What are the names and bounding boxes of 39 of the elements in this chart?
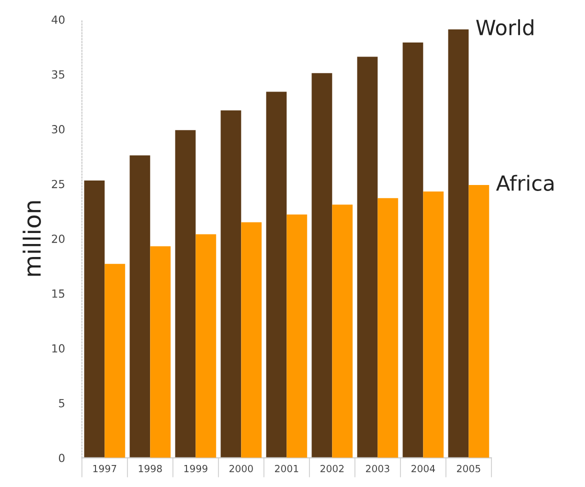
y-tick-label: 5 — [59, 399, 64, 408]
y-tick-label: 30 — [52, 125, 64, 134]
x-tick-label: 1999 — [184, 464, 208, 472]
x-tick-label: 2001 — [274, 464, 298, 472]
x-tick-label: 2003 — [366, 464, 390, 472]
x-tick-label: 2005 — [456, 464, 480, 472]
x-tick-label: 1997 — [93, 464, 116, 472]
y-tick-label: 40 — [52, 15, 64, 24]
y-tick-label: 10 — [52, 344, 64, 353]
series-label: World — [476, 19, 534, 36]
bar — [332, 204, 353, 458]
bar — [286, 214, 308, 458]
bar — [378, 198, 398, 458]
bar — [241, 222, 262, 458]
y-tick-label: 35 — [52, 70, 64, 79]
bar — [266, 92, 287, 458]
bar — [130, 155, 150, 458]
series-label: Africa — [496, 174, 554, 191]
bar — [402, 42, 424, 458]
x-tick-label: 1998 — [138, 464, 162, 472]
bar — [175, 130, 196, 458]
y-tick-label: 15 — [52, 290, 64, 298]
y-tick-label: 20 — [52, 234, 64, 244]
y-tick-label: 0 — [58, 454, 64, 462]
bar — [104, 264, 126, 458]
bar — [468, 184, 490, 458]
y-axis-title: million — [22, 201, 41, 276]
bar — [220, 110, 242, 458]
x-tick-label: 2002 — [320, 464, 344, 472]
bar — [150, 246, 171, 458]
bar — [357, 56, 378, 458]
bar — [312, 73, 332, 458]
y-tick-label: 25 — [52, 180, 64, 188]
bar — [448, 29, 469, 458]
x-tick-label: 2004 — [411, 464, 435, 472]
x-tick-label: 2000 — [229, 464, 253, 472]
bar — [196, 234, 216, 458]
bar — [423, 192, 444, 458]
bar — [84, 180, 105, 458]
